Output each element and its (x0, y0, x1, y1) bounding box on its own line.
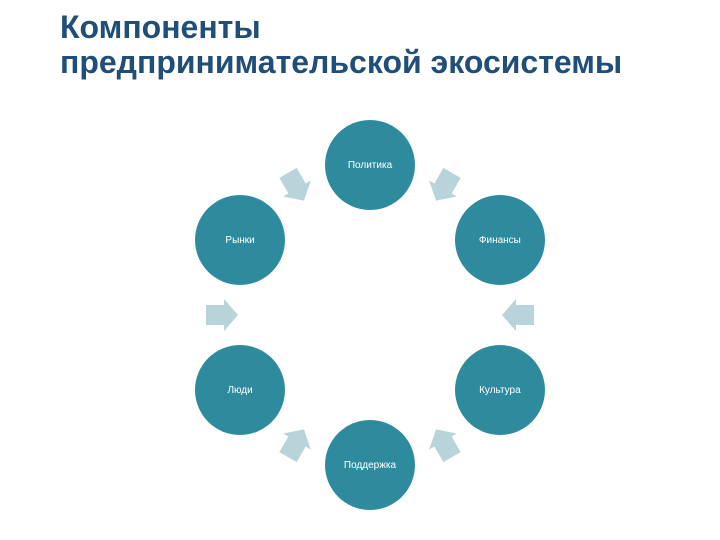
title-line: предпринимательской экосистемы (60, 44, 622, 80)
cycle-node: Культура (455, 345, 545, 435)
cycle-node-label: Рынки (225, 235, 254, 246)
cycle-diagram: Политика Финансы Культура Поддержка Люди Рынк… (180, 115, 560, 515)
title-line: Компоненты (60, 9, 261, 45)
cycle-node-label: Поддержка (344, 460, 396, 471)
cycle-node-label: Политика (348, 160, 392, 171)
cycle-node-label: Культура (479, 385, 521, 396)
cycle-node: Люди (195, 345, 285, 435)
cycle-node-label: Финансы (479, 235, 521, 246)
cycle-arrow (268, 158, 323, 213)
cycle-node-label: Люди (227, 385, 252, 396)
slide-title: Компонентыпредпринимательской экосистемы (60, 10, 622, 80)
cycle-arrow (268, 418, 323, 473)
cycle-node: Поддержка (325, 420, 415, 510)
slide: Компонентыпредпринимательской экосистемы… (0, 0, 720, 540)
cycle-node: Политика (325, 120, 415, 210)
cycle-node: Рынки (195, 195, 285, 285)
cycle-arrow (200, 295, 240, 335)
cycle-arrow (418, 418, 473, 473)
cycle-arrow (500, 295, 540, 335)
cycle-arrow (418, 158, 473, 213)
cycle-node: Финансы (455, 195, 545, 285)
